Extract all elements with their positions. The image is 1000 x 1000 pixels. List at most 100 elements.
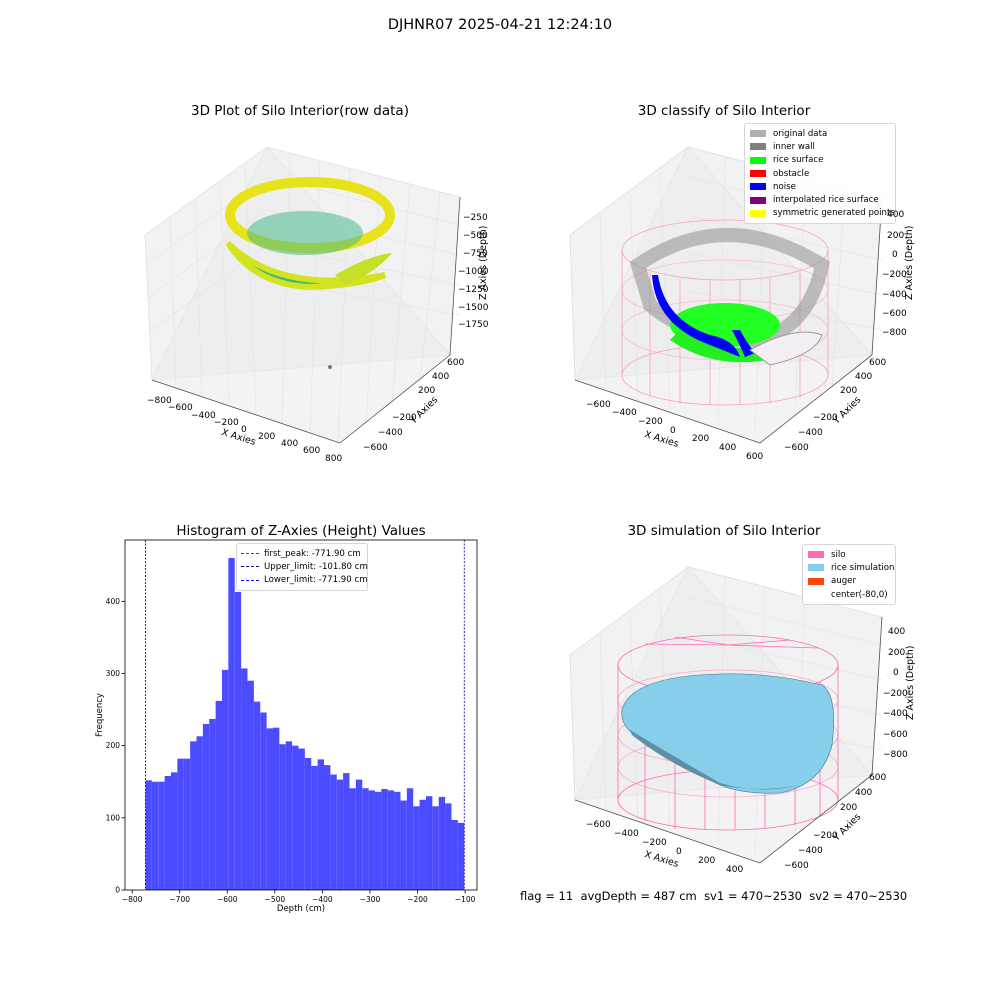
y-tick-label: 300 [106,669,121,678]
histogram-plot-frame [124,539,478,891]
histogram-bar [164,775,171,890]
legend-rice-simulation: rice simulation [808,561,894,574]
histogram-bar [349,788,356,890]
swatch-lower-limit [241,579,259,581]
raw-point-cloud [225,177,395,369]
classify-grid [599,156,883,436]
flag-value: flag = 11 [520,889,574,903]
histogram-bar [432,806,439,890]
x-tick-label: −600 [217,895,238,904]
histogram-bar [451,820,458,890]
inner-wall-lower [749,331,823,366]
legend-obstacle: obstacle [750,167,890,180]
status-footer: flag = 11 avgDepth = 487 cm sv1 = 470~25… [520,889,907,903]
simulation-3d-plot [569,566,883,864]
legend-first-peak: first_peak: -771.90 cm [241,547,363,560]
histogram-bar [355,779,363,890]
histogram-title: Histogram of Z-Axies (Height) Values [176,523,426,539]
y-tick-label: 0 [115,886,120,895]
swatch-upper-limit [241,566,259,568]
x-tick-label: −800 [122,895,143,904]
histogram-bar [394,791,401,890]
raw-stray-point [328,365,332,369]
histogram-bar [215,700,222,890]
histogram-bar [374,791,382,890]
histogram-bar [151,781,159,890]
histogram-bar [253,701,261,890]
histogram-bar [292,745,299,890]
histogram-bar [304,757,312,890]
legend-auger: auger [808,575,890,588]
histogram-bar [247,680,254,890]
histogram-ylabel: Frequency [95,693,105,737]
swatch-center [808,591,824,598]
legend-center: center(-80,0) [808,588,890,601]
legend-upper-limit: Upper_limit: -101.80 cm [241,560,368,573]
histogram-bar [336,779,344,890]
histogram-bar [260,712,267,890]
histogram-bar [406,788,414,890]
histogram-x-ticks: −800 −700 −600 −500 −400 −300 −200 −100 [122,890,476,904]
raw-axis-lines [151,196,461,444]
swatch-interpolated [750,196,766,204]
avg-depth-value: avgDepth = 487 cm [580,889,697,903]
noise-points-center [732,330,755,357]
histogram-bar [221,669,229,890]
histogram-bar [202,724,210,890]
raw-cloud-lower-band [225,240,387,291]
histogram-bar [177,758,184,890]
classify-legend: original data inner wall rice surface ob… [744,123,896,225]
swatch-first-peak [241,553,259,555]
legend-noise: noise [750,180,890,193]
sv2-value: sv2 = 470~2530 [809,889,908,903]
raw-panel-title: 3D Plot of Silo Interior(row data) [191,103,409,119]
histogram-bar [425,796,433,890]
histogram-bar [266,728,273,890]
noise-points [652,275,740,357]
classify-zlabel: Z Axies (Depth) [904,225,915,300]
histogram-bar [438,796,446,890]
swatch-inner-wall [750,143,766,151]
x-tick-label: −100 [455,895,476,904]
histogram-bar [413,806,420,890]
histogram-bar [317,759,324,890]
raw-zlabel: Z Axies (Depth) [478,225,489,300]
legend-silo: silo [808,548,890,561]
histogram-bar [241,668,248,890]
histogram-bar [170,772,178,890]
sv1-value: sv1 = 470~2530 [704,889,802,903]
histogram-legend: first_peak: -771.90 cm Upper_limit: -101… [236,543,368,591]
legend-rice-surface: rice surface [750,154,890,167]
histogram-bar [228,558,235,890]
histogram-bar [457,822,465,890]
simulation-zlabel: Z Axies (Depth) [905,645,916,720]
x-tick-label: −200 [407,895,428,904]
histogram-bar [183,758,191,890]
histogram-bar [368,790,375,890]
histogram-bar [323,765,331,890]
swatch-rice-simulation [808,564,824,572]
legend-lower-limit: Lower_limit: -771.90 cm [241,574,368,587]
raw-cloud-inner [247,211,363,255]
x-tick-label: −500 [265,895,286,904]
histogram-bars [145,558,465,890]
histogram-bar [158,781,165,890]
histogram-bar [445,803,452,890]
histogram-bar [387,790,395,890]
swatch-noise [750,183,766,191]
swatch-original-data [750,130,766,138]
histogram-bar [145,780,152,890]
histogram-bar [279,744,286,890]
simulation-panel-title: 3D simulation of Silo Interior [627,523,821,539]
histogram-xlabel: Depth (cm) [277,904,325,914]
simulation-axis-lines [574,616,883,864]
histogram-bar [400,800,407,890]
histogram-bar [234,591,242,890]
classify-panel-title: 3D classify of Silo Interior [637,103,811,119]
histogram-bar [285,741,293,890]
histogram-reference-lines [145,540,465,890]
histogram-bar [190,741,197,890]
histogram-y-ticks: 0 100 200 300 400 [106,597,125,895]
legend-symmetric-points: symmetric generated points [750,207,895,220]
x-tick-label: −400 [312,895,333,904]
